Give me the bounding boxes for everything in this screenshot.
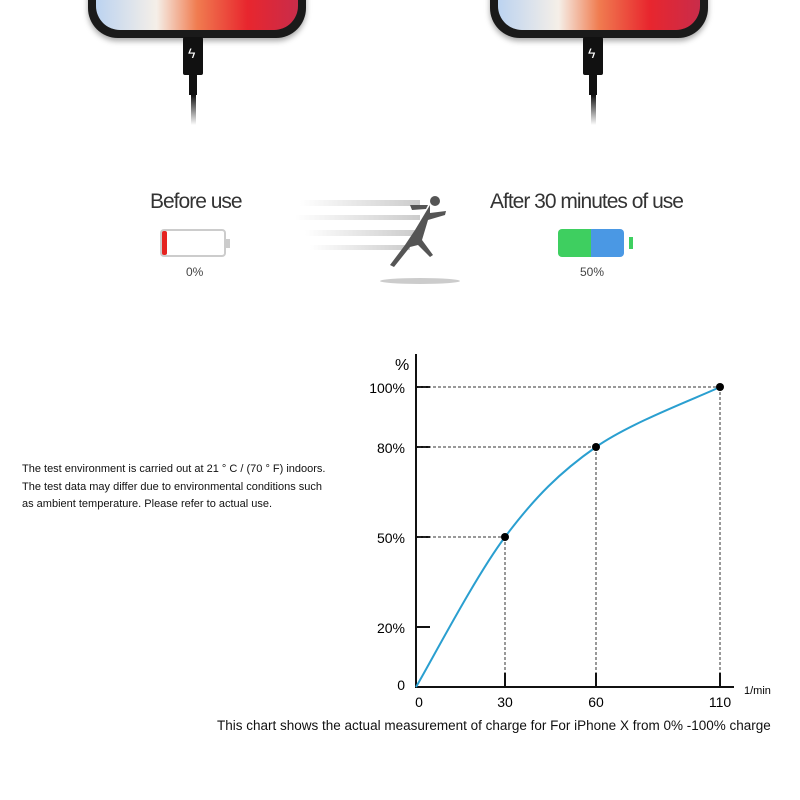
x-tick-label: 110 — [709, 694, 732, 710]
before-use-label: Before use — [150, 190, 243, 213]
y-tick-label: 0 — [397, 677, 405, 693]
lightning-connector-left: ϟ — [183, 37, 203, 75]
data-point — [592, 443, 600, 451]
x-tick-label: 30 — [497, 694, 513, 710]
lightning-connector-right: ϟ — [583, 37, 603, 75]
y-tick-label: 50% — [377, 530, 405, 546]
lightning-bolt-icon: ϟ — [588, 45, 596, 61]
cable-right — [591, 95, 596, 125]
x-axis-label: 1/min — [744, 685, 771, 697]
chart-caption: This chart shows the actual measurement … — [217, 718, 771, 733]
phone-left — [88, 0, 306, 38]
note-line: as ambient temperature. Please refer to … — [22, 498, 273, 510]
cable-neck-left — [189, 75, 197, 95]
lightning-bolt-icon: ϟ — [188, 45, 196, 61]
note-line: The test data may differ due to environm… — [22, 480, 323, 493]
data-point — [501, 533, 509, 541]
x-tick-label: 0 — [415, 694, 423, 710]
y-tick-label: 80% — [377, 440, 405, 456]
x-tick-label: 60 — [588, 694, 604, 710]
battery-half-icon — [558, 229, 624, 257]
data-point — [716, 383, 724, 391]
y-tick-label: 100% — [369, 380, 405, 396]
y-tick-label: 20% — [377, 620, 405, 636]
cable-left — [191, 95, 196, 125]
before-percent: 0% — [186, 265, 204, 279]
after-use-label: After 30 minutes of use — [490, 190, 684, 213]
battery-empty-icon — [160, 229, 230, 257]
y-axis-label: % — [395, 357, 409, 374]
charge-curve — [415, 386, 721, 688]
charge-chart: % 1/min 0 20% 50% 80% 100% 0 30 60 110 — [369, 354, 771, 710]
running-man-icon — [295, 196, 460, 284]
note-line: The test environment is carried out at 2… — [22, 463, 326, 475]
test-environment-note: The test environment is carried out at 2… — [22, 461, 325, 514]
after-percent: 50% — [580, 265, 605, 279]
battery-tip — [629, 237, 633, 249]
phone-right — [490, 0, 708, 38]
cable-neck-right — [589, 75, 597, 95]
